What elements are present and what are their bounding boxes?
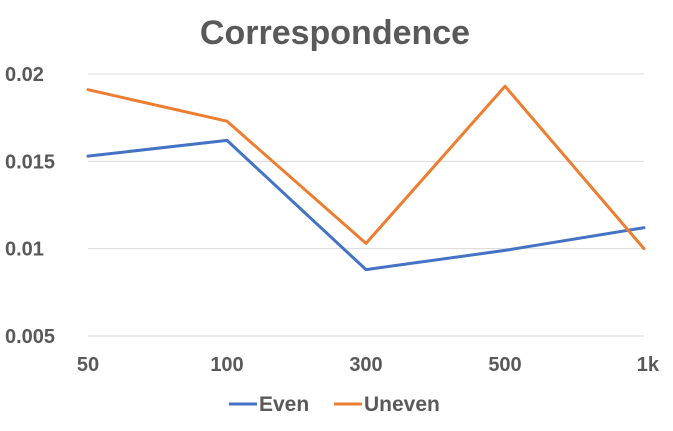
legend-item-even: Even [229, 393, 309, 416]
y-axis-ticks: 0.005 0.01 0.015 0.02 [5, 64, 55, 348]
gridlines [88, 73, 644, 337]
series-lines [86, 84, 646, 272]
x-tick-label: 300 [349, 354, 382, 376]
legend-item-uneven: Uneven [334, 393, 440, 416]
x-tick-label: 1k [637, 354, 660, 376]
y-tick-label: 0.005 [5, 326, 55, 348]
y-tick-label: 0.01 [5, 239, 44, 261]
x-tick-label: 100 [210, 354, 243, 376]
y-tick-label: 0.015 [5, 151, 55, 173]
legend-label: Uneven [364, 393, 440, 416]
y-tick-label: 0.02 [5, 64, 44, 86]
series-line-uneven [86, 84, 646, 251]
series-line-even [86, 138, 646, 272]
x-axis-ticks: 50 100 300 500 1k [77, 354, 660, 376]
legend: Even Uneven [229, 393, 440, 416]
legend-label: Even [259, 393, 309, 416]
x-tick-label: 500 [488, 354, 521, 376]
chart-title: Correspondence [200, 14, 470, 52]
x-tick-label: 50 [77, 354, 99, 376]
